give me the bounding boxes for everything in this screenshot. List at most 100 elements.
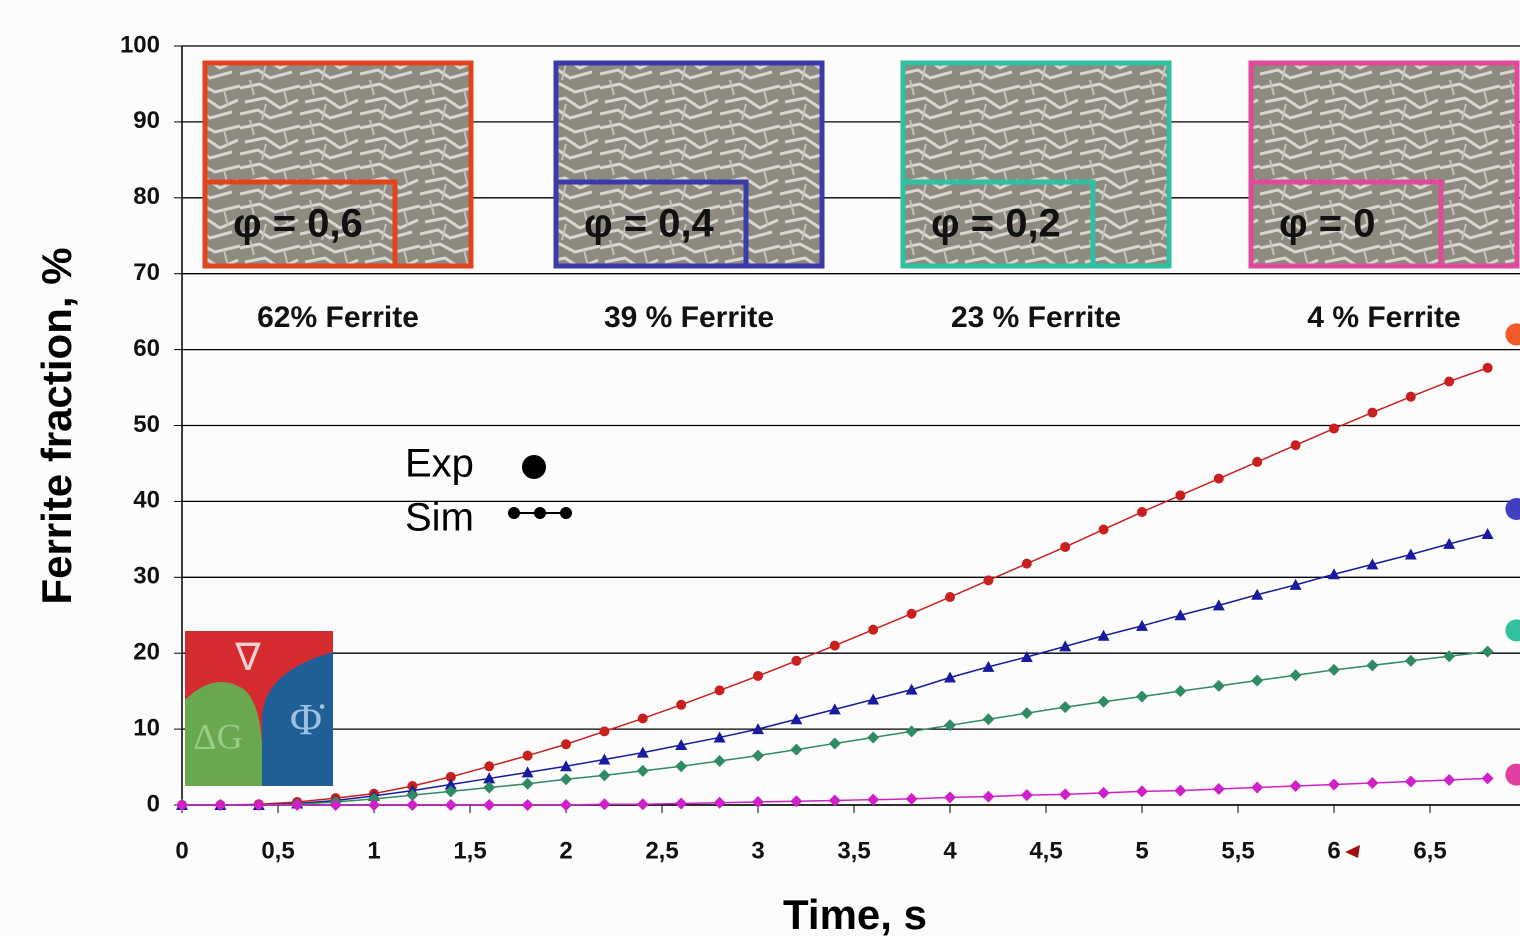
data-point — [1251, 675, 1263, 687]
data-point — [791, 656, 801, 666]
y-tick-label: 100 — [120, 31, 160, 58]
data-point — [944, 791, 956, 803]
y-tick-label: 80 — [133, 183, 160, 210]
data-point — [753, 671, 763, 681]
data-point — [522, 778, 534, 790]
x-tick-label: 5 — [1135, 837, 1148, 864]
data-point — [1213, 783, 1225, 795]
data-point — [1137, 507, 1147, 517]
data-point — [1328, 779, 1340, 791]
data-point — [1059, 701, 1071, 713]
data-point — [752, 796, 764, 808]
data-point — [906, 793, 918, 805]
data-point — [907, 609, 917, 619]
x-tick-label: 5,5 — [1221, 837, 1254, 864]
data-point — [522, 799, 534, 811]
data-point — [1175, 490, 1185, 500]
legend-label: Exp — [405, 442, 474, 486]
x-axis-label: Time, s — [783, 891, 927, 936]
x-tick-label: 6,5 — [1413, 837, 1446, 864]
cursor — [1345, 845, 1360, 858]
data-point — [1174, 785, 1186, 797]
chart: 010203040506070809010000,511,522,533,544… — [0, 0, 1520, 936]
data-point — [1482, 772, 1494, 784]
data-point — [1405, 775, 1417, 787]
y-tick-label: 0 — [147, 790, 160, 817]
data-point — [1099, 524, 1109, 534]
y-tick-label: 60 — [133, 335, 160, 362]
data-point — [982, 713, 994, 725]
data-point — [560, 773, 572, 785]
data-point — [983, 575, 993, 585]
data-point — [1366, 659, 1378, 671]
data-point — [1214, 474, 1224, 484]
data-point — [1021, 789, 1033, 801]
panel-label: φ = 0,4 — [584, 202, 715, 246]
logo-text: ΔG — [193, 716, 242, 756]
data-point — [1060, 542, 1070, 552]
panel-label: φ = 0 — [1279, 202, 1375, 246]
y-tick-label: 30 — [133, 563, 160, 590]
data-point — [675, 797, 687, 809]
data-point — [1136, 690, 1148, 702]
data-point — [1021, 707, 1033, 719]
data-point — [1482, 646, 1494, 658]
data-point — [829, 738, 841, 750]
logo-text: Φ̇ — [290, 695, 325, 744]
y-tick-label: 20 — [133, 639, 160, 666]
x-tick-label: 1 — [367, 837, 380, 864]
data-point — [598, 769, 610, 781]
data-point — [982, 791, 994, 803]
data-point — [1366, 777, 1378, 789]
y-tick-label: 10 — [133, 714, 160, 741]
x-tick-label: 1,5 — [453, 837, 486, 864]
data-point — [599, 726, 609, 736]
y-tick-label: 50 — [133, 411, 160, 438]
data-point — [560, 799, 572, 811]
data-point — [523, 751, 533, 761]
data-point — [1443, 774, 1455, 786]
data-point — [1290, 780, 1302, 792]
data-point — [675, 760, 687, 772]
data-point — [637, 765, 649, 777]
y-tick-label: 90 — [133, 107, 160, 134]
data-point — [1367, 408, 1377, 418]
data-point — [906, 725, 918, 737]
data-point — [1405, 655, 1417, 667]
data-point — [483, 799, 495, 811]
panel-label: φ = 0,2 — [931, 202, 1061, 246]
data-point — [1290, 669, 1302, 681]
x-tick-label: 2 — [559, 837, 572, 864]
data-point — [406, 799, 418, 811]
data-point — [598, 798, 610, 810]
logo: ∇ ΔG Φ̇ — [185, 631, 333, 786]
data-point — [1022, 559, 1032, 569]
data-point — [752, 750, 764, 762]
x-tick-label: 4 — [943, 837, 957, 864]
data-point — [1329, 424, 1339, 434]
panel-caption: 62% Ferrite — [257, 301, 419, 334]
data-point — [715, 685, 725, 695]
data-point — [1136, 785, 1148, 797]
data-point — [1444, 376, 1454, 386]
exp-point — [1505, 323, 1520, 345]
data-point — [1252, 457, 1262, 467]
x-tick-label: 0,5 — [261, 837, 294, 864]
data-point — [867, 731, 879, 743]
x-tick-label: 6 — [1327, 837, 1340, 864]
data-point — [1406, 392, 1416, 402]
data-point — [945, 592, 955, 602]
data-point — [867, 794, 879, 806]
legend-marker — [522, 455, 546, 479]
data-point — [1483, 363, 1493, 373]
panel-caption: 4 % Ferrite — [1307, 301, 1460, 334]
data-point — [868, 625, 878, 635]
y-tick-label: 70 — [133, 259, 160, 286]
y-axis-label: Ferrite fraction, % — [33, 247, 80, 604]
data-point — [1213, 680, 1225, 692]
x-tick-label: 3,5 — [837, 837, 870, 864]
sim-line — [182, 534, 1488, 805]
data-point — [714, 797, 726, 809]
data-point — [638, 713, 648, 723]
data-point — [1482, 528, 1494, 539]
